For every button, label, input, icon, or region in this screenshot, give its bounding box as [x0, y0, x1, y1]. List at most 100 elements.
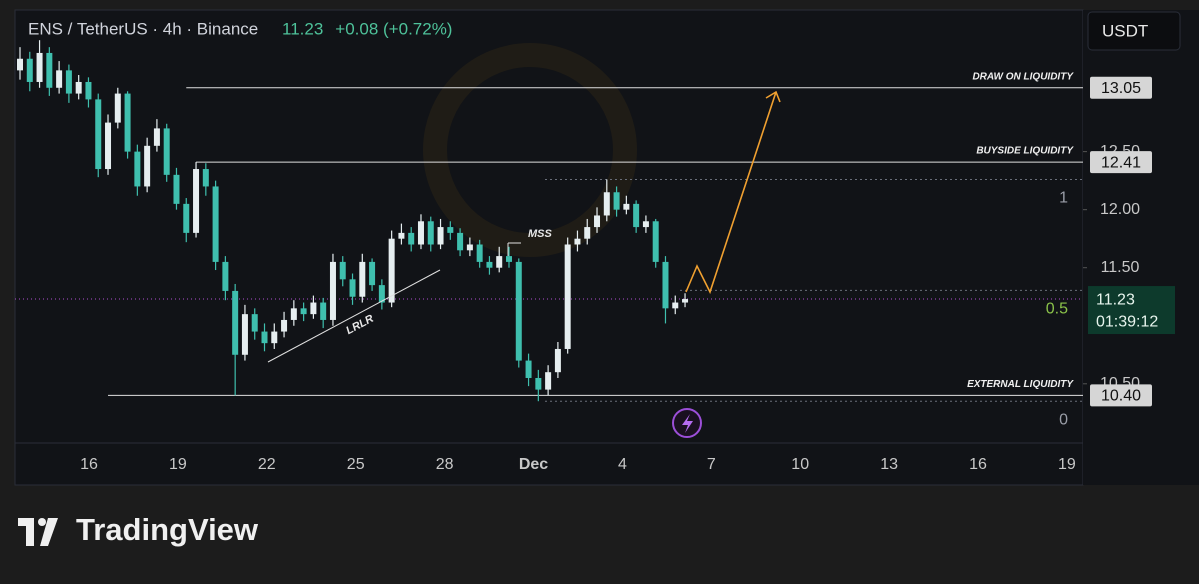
candle-body [584, 227, 591, 239]
candle-body [476, 244, 483, 262]
candle-body [398, 232, 405, 239]
level-text: EXTERNAL LIQUIDITY [967, 379, 1074, 390]
candle-body [173, 174, 180, 204]
currency-label[interactable]: USDT [1102, 21, 1148, 40]
price-label-box [1090, 76, 1152, 99]
projection-arrow [685, 91, 777, 295]
candle-body [105, 122, 112, 170]
candle-body [290, 308, 297, 320]
x-tick-label: 10 [791, 456, 809, 473]
candle-body [310, 302, 317, 315]
candle-body [251, 314, 258, 332]
candle-body [535, 377, 542, 390]
candle-body [633, 203, 640, 228]
x-tick-label: 16 [80, 456, 98, 473]
candle-body [114, 93, 121, 123]
x-tick-label: 19 [1058, 456, 1076, 473]
candle-body [515, 261, 522, 361]
y-tick-label: 12.00 [1100, 201, 1140, 218]
price-label: 12.41 [1101, 154, 1141, 171]
candle-body [359, 261, 366, 297]
x-tick-label: 7 [707, 456, 716, 473]
candle-body [85, 81, 92, 100]
last-price-box [1088, 286, 1175, 335]
price-label-box [1090, 151, 1152, 174]
candle-body [75, 81, 82, 94]
level-text: DRAW ON LIQUIDITY [972, 71, 1074, 82]
candle-body [408, 232, 415, 245]
chart-title: ENS / TetherUS · 4h · Binance [28, 19, 258, 38]
candle-body [36, 52, 43, 82]
brand-name: TradingView [76, 512, 259, 547]
header-change: +0.08 (+0.72%) [335, 19, 452, 38]
y-tick-label: 11.50 [1101, 259, 1140, 276]
candle-body [486, 261, 493, 268]
candle-body [417, 221, 424, 245]
alert-bolt[interactable] [682, 414, 693, 433]
candle-body [212, 186, 219, 262]
candle-body [95, 99, 102, 170]
last-price-label: 11.23 [1096, 291, 1135, 308]
candle-body [183, 203, 190, 233]
candle-body [437, 227, 444, 245]
candle-body [202, 169, 209, 187]
candle-body [300, 308, 307, 315]
candle-body [506, 256, 512, 262]
candle-body [594, 215, 601, 228]
candle-body [378, 285, 385, 303]
fib-label: 0.5 [1046, 301, 1068, 318]
trend-line [267, 269, 441, 363]
candle-body [447, 227, 454, 233]
currency-button[interactable] [1087, 11, 1181, 51]
candle-body [682, 299, 689, 303]
x-tick-label: 4 [618, 456, 627, 473]
candle-body [466, 244, 473, 251]
candle-body [124, 93, 131, 152]
candle-body [26, 58, 33, 82]
candle-body [564, 244, 571, 349]
candle-body [261, 331, 268, 344]
candle-body [320, 302, 327, 320]
x-tick-label: 25 [347, 456, 365, 473]
arrow-head [765, 90, 781, 103]
candle-body [554, 348, 561, 373]
candle-body [603, 192, 610, 216]
candle-body [496, 256, 503, 268]
price-label: 10.40 [1101, 388, 1141, 405]
candle-body [134, 151, 141, 187]
candle-body [349, 279, 356, 297]
x-tick-label: 13 [880, 456, 898, 473]
candle-body [17, 58, 23, 71]
candle-body [144, 145, 151, 187]
mss-label: MSS [528, 228, 553, 240]
x-tick-label: Dec [519, 456, 548, 473]
candle-body [46, 52, 53, 88]
candle-body [672, 302, 679, 309]
candle-body [545, 372, 552, 390]
candle-body [281, 319, 288, 332]
candle-body [623, 203, 630, 210]
candle-body [65, 70, 72, 94]
candle-body [525, 360, 532, 378]
candle-body [241, 314, 248, 355]
price-label-box [1090, 384, 1152, 407]
tv-logo [18, 518, 58, 546]
candle-body [271, 331, 278, 344]
level-text: BUYSIDE LIQUIDITY [976, 146, 1074, 157]
header-price: 11.23 [282, 19, 323, 38]
fib-label: 0 [1059, 411, 1068, 428]
plot [15, 40, 1083, 402]
candle-body [613, 192, 620, 210]
candle-body [574, 238, 581, 245]
candle-body [329, 261, 336, 320]
candle-body [163, 128, 170, 175]
watermark [423, 43, 637, 257]
candle-body [222, 261, 229, 291]
candle-body [388, 238, 395, 303]
candle-body [232, 290, 239, 355]
candle-body [427, 221, 434, 245]
candle-body [56, 70, 63, 88]
candle-body [642, 221, 649, 228]
candle-body [457, 232, 464, 251]
